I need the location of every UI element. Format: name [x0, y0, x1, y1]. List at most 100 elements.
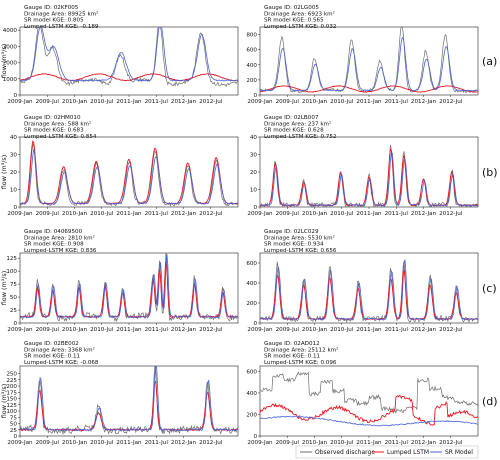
x-tick-label: 2012-Jan [171, 440, 197, 446]
x-tick-label: 2009-Jan [7, 99, 33, 105]
gauge-info-line: SR model KGE: 0.565 [264, 18, 324, 24]
x-tick-label: 2009-Jan [247, 211, 273, 217]
gauge-info-line: Gauge ID: 02LC029 [264, 229, 319, 235]
x-tick-label: 2011-Jan [116, 211, 142, 217]
x-tick-label: 2009-Jul [276, 211, 300, 217]
plot-frame [19, 136, 239, 208]
y-tick-label: 200 [246, 412, 257, 418]
y-tick-label: 4000 [3, 28, 18, 34]
gauge-info-line: Gauge ID: 02AD012 [264, 341, 320, 347]
y-tick-label: 2000 [3, 61, 18, 67]
y-tick-label: 20 [250, 170, 258, 176]
observed-discharge-line [20, 142, 238, 207]
lumped-lstm-line [260, 85, 478, 93]
sr-model-line [260, 36, 478, 92]
x-tick-label: 2012-Jan [411, 327, 437, 333]
x-tick-label: 2010-Jul [90, 99, 114, 105]
x-tick-label: 2009-Jul [36, 211, 60, 217]
lumped-lstm-line [20, 73, 238, 82]
x-tick-label: 2012-Jul [199, 211, 223, 217]
y-tick-label: 600 [246, 48, 257, 54]
legend-label-sr: SR Model [445, 449, 473, 456]
x-tick-label: 2012-Jul [439, 211, 463, 217]
gauge-info-line: Drainage Area: 89925 km² [24, 10, 98, 17]
y-tick-label: 600 [246, 261, 257, 267]
y-tick-label: 225 [6, 378, 17, 384]
observed-discharge-line [260, 27, 478, 94]
observed-discharge-line [260, 144, 478, 207]
x-tick-label: 2011-Jul [385, 211, 409, 217]
observed-discharge-line [260, 260, 478, 323]
y-tick-label: 50 [10, 295, 18, 301]
gauge-info-line: SR model KGE: 0.11 [264, 354, 321, 360]
y-tick-label: 200 [246, 301, 257, 307]
y-tick-label: 0 [253, 205, 257, 211]
x-tick-label: 2012-Jan [411, 440, 437, 446]
x-tick-label: 2010-Jan [62, 211, 88, 217]
y-axis-label: flow (m³/s) [0, 155, 8, 189]
y-tick-label: 20 [10, 170, 18, 176]
x-tick-label: 2011-Jul [385, 440, 409, 446]
x-tick-label: 2011-Jan [356, 327, 382, 333]
x-tick-label: 2009-Jul [276, 327, 300, 333]
lumped-lstm-line [260, 148, 478, 207]
x-tick-label: 2012-Jan [171, 99, 197, 105]
x-tick-label: 2012-Jul [199, 99, 223, 105]
y-tick-label: 125 [6, 403, 17, 409]
y-tick-label: 0 [253, 321, 257, 327]
y-tick-label: 0 [253, 93, 257, 99]
sr-model-line [260, 259, 478, 321]
y-tick-label: 75 [10, 282, 18, 288]
y-tick-label: 0 [253, 434, 257, 440]
x-tick-label: 2010-Jul [330, 99, 354, 105]
plot-frame [259, 136, 479, 208]
panel-letter: (a) [482, 55, 497, 68]
x-tick-label: 2012-Jul [199, 327, 223, 333]
legend-label-lstm: Lumped LSTM [387, 449, 429, 456]
x-tick-label: 2009-Jan [247, 99, 273, 105]
x-tick-label: 2012-Jan [171, 327, 197, 333]
gauge-info-line: Gauge ID: 02LB007 [264, 115, 319, 121]
x-tick-label: 2012-Jul [439, 327, 463, 333]
gauge-info-line: SR model KGE: 0.805 [24, 18, 84, 24]
y-tick-label: 75 [10, 415, 18, 421]
y-tick-label: 10 [250, 188, 258, 194]
gauge-info-line: Drainage Area: 3368 km² [24, 346, 95, 353]
gauge-info-line: Drainage Area: 2810 km² [24, 234, 95, 241]
x-tick-label: 2010-Jan [62, 440, 88, 446]
y-tick-label: 100 [6, 409, 17, 415]
x-tick-label: 2012-Jul [439, 440, 463, 446]
y-tick-label: 175 [6, 390, 17, 396]
x-tick-label: 2012-Jul [439, 99, 463, 105]
y-tick-label: 150 [6, 397, 17, 403]
observed-discharge-line [260, 371, 478, 415]
plot-frame [259, 26, 479, 96]
y-tick-label: 600 [246, 369, 257, 375]
y-tick-label: 0 [13, 93, 17, 99]
plot-frame [259, 252, 479, 324]
gauge-info-line: SR model KGE: 0.683 [24, 128, 84, 134]
gauge-info-line: SR model KGE: 0.628 [264, 128, 324, 134]
y-tick-label: 30 [10, 153, 18, 159]
y-tick-label: 40 [10, 135, 18, 141]
gauge-info-line: Drainage Area: 25112 km² [264, 346, 338, 353]
gauge-info-line: Lumped-LSTM KGE: 0.656 [264, 248, 337, 254]
gauge-info-line: Lumped-LSTM KGE: 0.096 [264, 360, 337, 366]
plot-frame [19, 26, 239, 96]
x-tick-label: 2010-Jan [302, 440, 328, 446]
y-tick-label: 40 [250, 135, 258, 141]
y-tick-label: 200 [246, 78, 257, 84]
y-tick-label: 125 [6, 256, 17, 262]
x-tick-label: 2011-Jan [116, 440, 142, 446]
y-tick-label: 1000 [3, 77, 18, 83]
x-tick-label: 2011-Jan [116, 99, 142, 105]
x-tick-label: 2011-Jan [356, 99, 382, 105]
sr-model-line [20, 27, 238, 82]
panel-letter: (b) [482, 166, 498, 179]
gauge-info-line: Gauge ID: 02BE002 [24, 341, 79, 347]
x-tick-label: 2009-Jul [276, 99, 300, 105]
